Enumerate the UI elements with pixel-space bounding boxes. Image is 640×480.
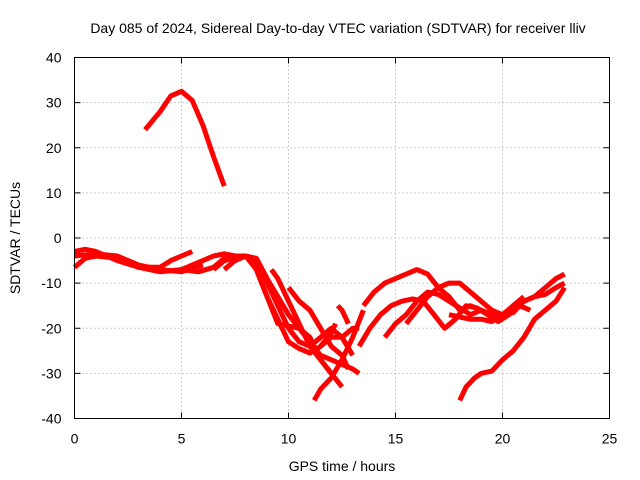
plot-frame [74,57,610,419]
x-tick-label: 25 [602,431,618,447]
series-line-arc-16 [382,289,504,339]
x-tick-label: 10 [281,431,297,447]
x-tick-labels: 0 5 10 15 20 25 [71,431,618,447]
series-line-arc-3 [74,251,204,275]
series-line-arc-17 [404,271,566,326]
series-line-arc-18 [448,280,566,324]
y-tick-label: -20 [41,320,61,336]
y-tick-label: -30 [41,365,61,381]
y-tick-label: 10 [46,185,62,201]
series-line-arc-9 [269,268,334,375]
y-tick-label: -10 [41,275,61,291]
x-tick-label: 0 [71,431,79,447]
chart-title: Day 085 of 2024, Sidereal Day-to-day VTE… [90,20,585,36]
series-line-arc-12 [318,322,338,348]
y-tick-label: 0 [54,230,62,246]
x-tick-label: 15 [388,431,404,447]
series-line-arc-11 [312,309,366,402]
y-axis-label: SDTVAR / TECUs [7,182,23,294]
x-axis-label: GPS time / hours [289,458,396,474]
y-tick-label: 40 [46,50,62,66]
series-line-arc-14 [356,296,532,348]
series-line-arc-6 [211,253,360,356]
x-tick-label: 5 [178,431,186,447]
x-tick-label: 20 [495,431,511,447]
series-line-arc-19 [457,286,567,402]
y-tick-label: 20 [46,140,62,156]
series-line-arc-13 [335,303,351,325]
y-tick-label: 30 [46,95,62,111]
series-line-arc-4 [143,88,227,187]
y-tick-labels: -40 -30 -20 -10 0 10 20 30 40 [41,50,61,427]
y-tick-label: -40 [41,411,61,427]
plot-series [72,88,567,402]
